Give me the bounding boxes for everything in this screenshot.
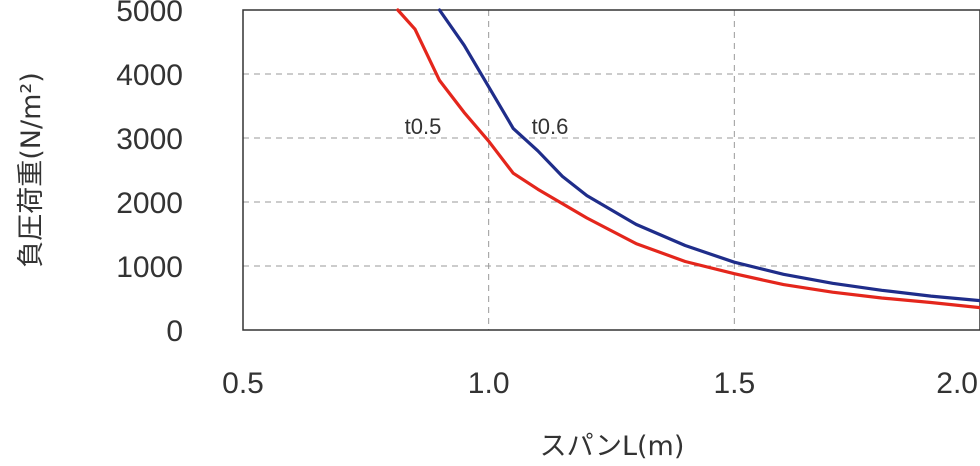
y-tick-label: 1000 (116, 251, 183, 284)
y-tick-labels: 0 1000 2000 3000 4000 5000 (116, 0, 183, 348)
y-tick-label: 2000 (116, 187, 183, 220)
series-label-t0-5: t0.5 (405, 114, 442, 139)
y-tick-label: 4000 (116, 59, 183, 92)
y-tick-label: 0 (166, 315, 183, 348)
x-axis-title: スパンL(m) (540, 431, 685, 462)
y-tick-label: 3000 (116, 123, 183, 156)
y-tick-label: 5000 (116, 0, 183, 28)
y-axis-title: 負圧荷重(N/m²) (16, 72, 47, 268)
series-line-t0-5 (396, 8, 980, 310)
series-line-t0-6 (437, 8, 980, 303)
plot-frame (242, 9, 980, 331)
series-layer (396, 8, 980, 310)
x-tick-label: 1.5 (713, 367, 755, 400)
x-tick-label: 1.0 (468, 367, 510, 400)
x-tick-label: 2.0 (936, 367, 978, 400)
series-labels: t0.5 t0.6 (405, 114, 569, 139)
grid-layer (243, 10, 980, 330)
x-tick-label: 0.5 (222, 367, 264, 400)
series-label-t0-6: t0.6 (532, 114, 569, 139)
x-tick-labels: 0.5 1.0 1.5 2.0 (222, 367, 978, 400)
